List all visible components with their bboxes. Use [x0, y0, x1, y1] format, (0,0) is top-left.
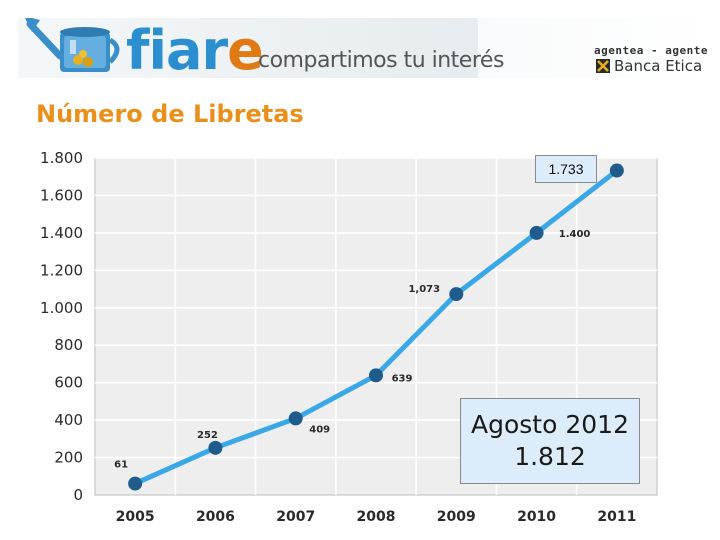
data-label: 1,073: [408, 284, 440, 295]
x-tick-label: 2008: [357, 509, 396, 525]
x-tick-label: 2006: [196, 509, 235, 525]
brand-logo-text: fiare: [126, 24, 264, 78]
chart-title: Número de Libretas: [36, 100, 304, 128]
agent-label: agentea - agente: [594, 44, 708, 57]
august-value: 1.812: [514, 442, 586, 471]
data-point: [288, 411, 303, 426]
data-point: [208, 440, 223, 455]
august-callout: Agosto 2012 1.812: [460, 398, 640, 484]
data-label: 252: [197, 430, 218, 441]
x-tick-label: 2005: [116, 509, 155, 525]
data-point: [529, 225, 544, 240]
y-tick-label: 1.200: [40, 261, 83, 279]
banca-etica-icon: [596, 59, 610, 73]
watering-can-icon: [25, 18, 120, 72]
data-label: 639: [392, 373, 413, 384]
data-label: 1.400: [559, 229, 591, 240]
august-label: Agosto 2012: [471, 410, 629, 439]
x-tick-label: 2007: [276, 509, 315, 525]
data-point: [449, 287, 464, 302]
data-point: [609, 163, 624, 178]
data-point: [128, 476, 143, 491]
y-tick-label: 600: [54, 374, 83, 392]
x-tick-label: 2009: [437, 509, 476, 525]
y-tick-label: 800: [54, 336, 83, 354]
partner-name: Banca Etica: [614, 57, 703, 75]
data-point: [369, 368, 383, 383]
y-tick-label: 1.600: [40, 186, 83, 204]
y-tick-label: 1.800: [40, 149, 83, 167]
x-tick-label: 2010: [517, 509, 556, 525]
y-tick-label: 400: [54, 411, 83, 429]
y-tick-label: 1.400: [40, 224, 83, 242]
data-label: 61: [114, 460, 128, 471]
brand-accent: e: [227, 19, 264, 82]
tagline: compartimos tu interés: [258, 48, 504, 73]
brand-main: fiar: [126, 19, 228, 82]
header-banner: fiare compartimos tu interés agentea - a…: [18, 18, 718, 78]
last-value-callout: 1.733: [535, 155, 597, 183]
data-label: 409: [309, 424, 330, 435]
y-tick-label: 200: [54, 449, 83, 467]
y-tick-label: 1.000: [40, 299, 83, 317]
x-tick-label: 2011: [597, 509, 636, 525]
y-tick-label: 0: [73, 486, 83, 504]
